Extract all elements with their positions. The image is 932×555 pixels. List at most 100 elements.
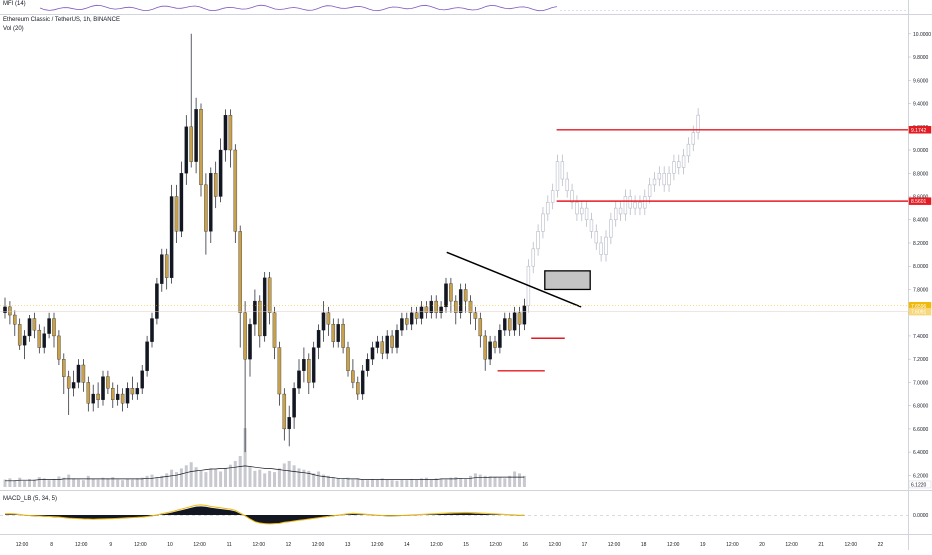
candle: [336, 318, 340, 348]
projection-body: [643, 196, 647, 209]
candle: [503, 312, 507, 336]
candle: [267, 272, 272, 325]
price-tick-label: 6.4000: [913, 450, 929, 456]
projection-body: [691, 132, 696, 145]
candle-body: [71, 382, 76, 389]
candle-body: [3, 306, 7, 313]
time-tick-label: 12: [286, 542, 292, 548]
projection-body: [623, 196, 628, 215]
candle-body: [375, 341, 380, 348]
candle: [405, 312, 409, 331]
drawings: [0, 129, 908, 372]
time-tick-label: 17: [582, 542, 588, 548]
volume-bar: [366, 480, 370, 487]
candle: [243, 301, 247, 453]
volume-bar: [297, 468, 301, 487]
symbol-name: Ethereum Classic / TetherUS: [3, 17, 80, 23]
candle: [52, 312, 56, 348]
candle-body: [405, 318, 409, 325]
candle: [125, 382, 130, 408]
candle: [228, 109, 233, 168]
macd-histogram-area: [5, 506, 525, 524]
volume-bar: [307, 470, 311, 487]
projection-body: [570, 190, 574, 203]
volume-bar: [282, 463, 286, 487]
projection-body: [613, 207, 618, 221]
time-tick-label: 12:00: [16, 542, 29, 548]
time-tick-label: 16: [522, 542, 528, 548]
mfi-legend[interactable]: MFI (14): [3, 1, 26, 7]
time-tick-label: 14: [404, 542, 410, 548]
volume-bar: [405, 480, 409, 487]
volume-bar: [145, 475, 149, 487]
projection-body: [565, 178, 569, 191]
macd-legend[interactable]: MACD_LB (5, 34, 5): [3, 496, 57, 502]
projection-body: [546, 202, 550, 215]
volume-bar: [312, 473, 316, 487]
candle-body: [174, 196, 179, 232]
projection-candle: [589, 212, 594, 239]
projection-candle: [609, 212, 613, 245]
candle-body: [155, 283, 159, 319]
candle: [135, 382, 140, 400]
volume-bar: [101, 477, 105, 487]
candle-body: [390, 335, 394, 348]
price-tick-label: 9.8000: [913, 55, 929, 61]
candle-body: [365, 359, 370, 371]
candle: [375, 335, 380, 354]
projection-body: [584, 207, 589, 221]
candle: [22, 330, 27, 360]
candle: [262, 272, 267, 342]
candle: [282, 388, 287, 441]
volume-legend[interactable]: Vol (20): [3, 26, 24, 32]
candle-body: [517, 312, 522, 325]
volume-bar: [233, 460, 237, 487]
time-tick-label: 12:00: [134, 542, 147, 548]
candle-body: [223, 115, 228, 151]
candle: [47, 312, 51, 339]
candle-body: [169, 196, 174, 278]
time-tick-label: 12:00: [371, 542, 384, 548]
projection-body: [541, 213, 545, 232]
price-tick-label: 10.0000: [913, 32, 931, 38]
projection-candle: [594, 224, 599, 250]
price-label-text: 7.6091: [911, 310, 927, 316]
volume-bar: [478, 474, 482, 487]
time-tick-label: 19: [700, 542, 706, 548]
candle: [458, 283, 463, 319]
price-label: 6.1220: [908, 480, 932, 488]
candle-body: [228, 115, 233, 151]
candle: [71, 370, 76, 397]
price-tick-label: 7.4000: [913, 334, 929, 340]
projection-candle: [546, 195, 550, 221]
mfi-indicator: [39, 4, 908, 12]
projection-candle: [599, 236, 603, 262]
price-tick-label: 8.4000: [913, 218, 929, 224]
price-tick-label: 8.8000: [913, 171, 929, 177]
candle: [209, 167, 213, 243]
candle-body: [66, 376, 71, 389]
volume-bar: [424, 477, 428, 487]
projection-body: [652, 178, 657, 186]
candle-body: [463, 289, 468, 302]
title-separator: ,: [79, 17, 84, 23]
macd-signal-line: [4, 504, 525, 525]
symbol-legend[interactable]: Ethereum Classic / TetherUS, 1h, BINANCE: [3, 17, 120, 23]
volume-bar: [346, 477, 350, 487]
candle: [493, 335, 497, 354]
volume-bar: [228, 464, 232, 487]
time-tick-label: 12:00: [75, 542, 88, 548]
candle: [272, 306, 277, 360]
candle: [468, 295, 473, 325]
time-tick-label: 10: [167, 542, 173, 548]
volume-bar: [243, 428, 247, 487]
candle: [184, 115, 189, 185]
candle-body: [130, 388, 135, 395]
candle: [96, 382, 100, 408]
volume-bar: [47, 480, 51, 487]
mfi-line: [39, 4, 558, 12]
time-tick-label: 12:00: [253, 542, 266, 548]
projection-body: [575, 202, 579, 215]
